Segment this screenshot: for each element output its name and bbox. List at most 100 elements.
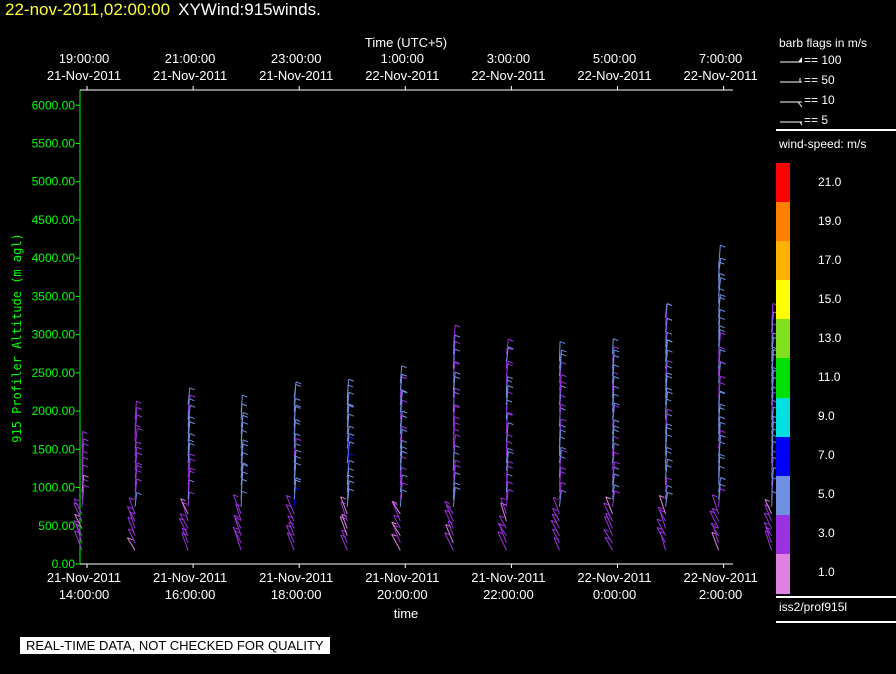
wind-barb-feather	[348, 391, 355, 395]
wind-barb-feather	[772, 386, 776, 389]
wind-barb-feather	[73, 520, 80, 524]
wind-barb	[393, 514, 401, 529]
wind-barb-feather	[295, 443, 301, 447]
colorbar-segment	[776, 475, 790, 516]
wind-barb-feather	[720, 430, 726, 433]
wind-barb-feather	[667, 458, 673, 462]
wind-barb-feather	[720, 332, 726, 336]
wind-barb-feather	[347, 384, 354, 388]
wind-barb-feather	[773, 415, 776, 418]
wind-barb-feather	[772, 440, 776, 444]
top-tick-label-time: 5:00:00	[593, 51, 636, 66]
wind-barb-feather	[507, 376, 513, 380]
wind-barb-feather	[242, 463, 249, 467]
legend-panel: barb flags in m/s == 100 == 50 == 10 == 5 w…	[776, 33, 896, 674]
wind-barb	[718, 376, 721, 391]
barb-symbol-icon	[780, 121, 803, 126]
wind-barb-feather	[454, 361, 460, 365]
wind-barb	[718, 484, 721, 500]
wind-barb-feather	[294, 421, 301, 425]
wind-barb-feather	[348, 467, 354, 471]
wind-barb-feather	[720, 244, 726, 248]
x-axis-label: time	[394, 606, 419, 621]
wind-barb-feather	[454, 376, 460, 380]
wind-barb	[558, 447, 562, 464]
wind-barb-feather	[561, 374, 567, 378]
wind-barb-feather	[136, 441, 142, 445]
wind-barb	[505, 481, 509, 500]
wind-barb	[232, 494, 242, 515]
wind-barb-feather	[136, 452, 143, 456]
wind-barb-feather	[552, 507, 558, 511]
wind-barb	[771, 467, 775, 485]
wind-barb-feather	[82, 478, 89, 482]
wind-barb-feather	[401, 489, 408, 493]
wind-barb-feather	[719, 346, 726, 350]
wind-barb-feather	[613, 429, 619, 433]
wind-barb-feather	[772, 367, 776, 370]
wind-barb-feather	[613, 338, 619, 342]
wind-barb-feather	[189, 421, 195, 425]
wind-barb	[444, 501, 454, 515]
wind-barb	[771, 367, 774, 384]
colorbar-title: wind-speed: m/s	[779, 137, 867, 151]
wind-barb	[187, 421, 191, 442]
legend-divider	[776, 596, 896, 598]
wind-barb-feather	[719, 382, 726, 385]
wind-barb-feather	[454, 334, 461, 338]
wind-barb-feather	[656, 526, 663, 530]
barb-symbol-icon	[780, 57, 802, 63]
wind-barb	[550, 520, 560, 536]
wind-barb	[399, 451, 403, 471]
wind-barb-feather	[455, 434, 461, 438]
wind-barb	[346, 460, 350, 478]
wind-barb	[134, 414, 138, 435]
wind-barb-feather	[720, 434, 726, 438]
wind-barb-feather	[657, 506, 664, 510]
wind-barb-feather	[242, 443, 249, 447]
wind-barb	[603, 529, 613, 544]
colorbar-segment	[776, 436, 790, 477]
wind-barb	[558, 450, 563, 471]
wind-barb	[505, 412, 509, 427]
wind-barb-feather	[348, 474, 354, 478]
colorbar-segment	[776, 202, 790, 243]
wind-barb	[771, 407, 774, 427]
wind-barb	[452, 341, 456, 362]
wind-barb	[665, 350, 669, 369]
wind-barb-feather	[391, 500, 398, 504]
wind-barb	[656, 527, 666, 544]
wind-barb-feather	[189, 387, 195, 391]
wind-barb-feather	[295, 381, 302, 385]
colorbar-label: 15.0	[818, 291, 842, 306]
wind-barb-feather	[550, 519, 557, 523]
wind-barb	[765, 527, 773, 544]
wind-barb	[711, 494, 720, 515]
wind-barb-feather	[603, 528, 610, 532]
barb-legend-pennant: == 50	[778, 73, 893, 88]
wind-barb-feather	[772, 428, 776, 431]
wind-barb	[656, 518, 666, 536]
x-tick-label-time: 16:00:00	[165, 587, 216, 602]
wind-barb-feather	[453, 452, 460, 455]
wind-barb	[558, 404, 562, 420]
wind-barb-feather	[772, 332, 776, 335]
top-tick-label-date: 22-Nov-2011	[683, 68, 757, 83]
wind-barb-feather	[454, 444, 460, 448]
wind-barb-feather	[455, 464, 461, 468]
wind-barb-feather	[189, 433, 195, 437]
wind-barb	[293, 419, 296, 435]
wind-barb	[240, 412, 244, 427]
wind-barb-feather	[241, 403, 248, 407]
wind-barb-feather	[773, 311, 776, 314]
wind-barb	[500, 502, 507, 522]
colorbar-label: 17.0	[818, 252, 842, 267]
wind-barb	[187, 405, 191, 427]
wind-barb-feather	[720, 483, 726, 487]
wind-barb-feather	[613, 371, 619, 375]
wind-barb	[505, 489, 509, 507]
wind-barb-feather	[83, 443, 89, 447]
barb-half	[799, 121, 803, 126]
wind-barb-feather	[136, 414, 142, 418]
wind-barb-feather	[454, 404, 461, 408]
